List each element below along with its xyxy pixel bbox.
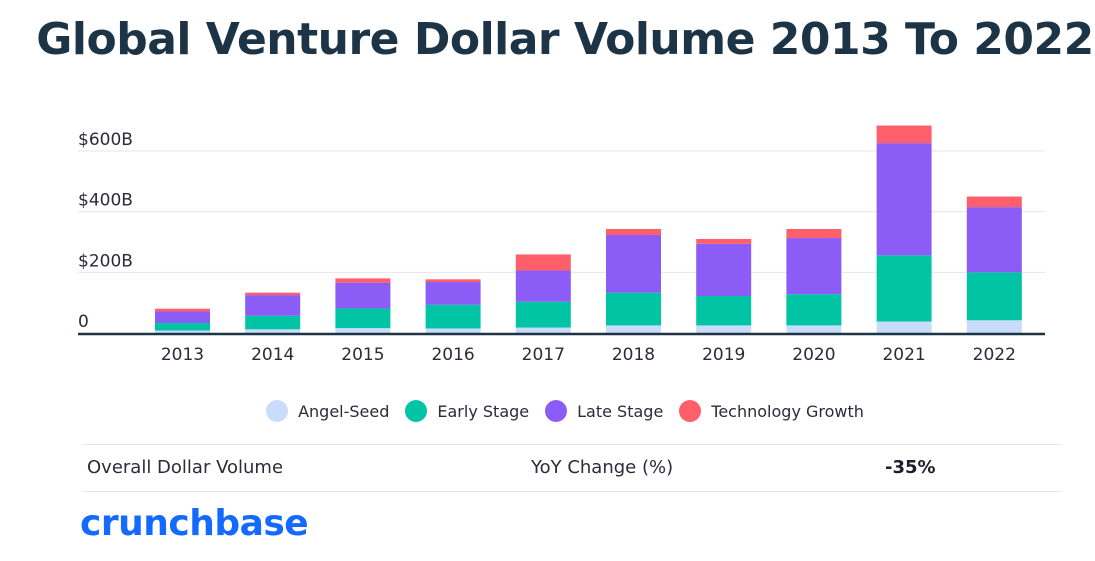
bar-2020-early-stage — [786, 294, 842, 326]
bar-2021-angel-seed — [876, 321, 932, 333]
legend-swatch-icon — [679, 400, 702, 422]
bar-2021-early-stage — [876, 255, 932, 322]
bar-2019-early-stage — [696, 295, 752, 326]
bar-2013-early-stage — [155, 322, 210, 331]
bar-2019-late-stage — [696, 243, 752, 296]
yoy-change-value: -35% — [885, 457, 936, 478]
bar-2013-angel-seed — [155, 330, 210, 333]
bar-2022-technology-growth — [966, 196, 1022, 208]
legend-item: Early Stage — [405, 400, 529, 422]
bar-2019-angel-seed — [696, 325, 752, 333]
crunchbase-logo[interactable]: crunchbase — [80, 503, 309, 544]
legend-label: Angel-Seed — [298, 401, 390, 421]
bar-2016-angel-seed — [425, 328, 481, 333]
bar-2016-late-stage — [425, 282, 481, 305]
bar-2017-angel-seed — [515, 327, 571, 333]
bar-2016-technology-growth — [425, 279, 481, 283]
legend-item: Technology Growth — [679, 400, 864, 422]
bar-2015-angel-seed — [335, 328, 391, 333]
bar-2015-late-stage — [335, 282, 391, 309]
yoy-change-label: YoY Change (%) — [531, 457, 674, 478]
legend-label: Early Stage — [437, 401, 530, 421]
x-tick-label: 2015 — [341, 345, 384, 365]
x-tick-label: 2017 — [522, 345, 565, 365]
chart-legend: Angel-Seed Early Stage Late Stage Technolog… — [0, 400, 1095, 422]
bar-2013-technology-growth — [155, 308, 210, 312]
stats-row: Overall Dollar Volume YoY Change (%) -35… — [83, 444, 1061, 492]
bar-2013-late-stage — [155, 311, 210, 323]
stacked-bar-chart: 0 $200B $400B $600B 2013 2014 2015 2016 2017 2018… — [78, 125, 1045, 365]
legend-swatch-icon — [266, 400, 289, 422]
legend-swatch-icon — [405, 400, 428, 422]
bar-2016-early-stage — [425, 304, 481, 329]
y-tick-label: $200B — [78, 251, 133, 271]
bar-2022-late-stage — [966, 207, 1022, 273]
bar-2014-late-stage — [245, 295, 301, 316]
y-tick-label: 0 — [78, 312, 89, 332]
bar-2014-technology-growth — [245, 292, 301, 296]
bar-2015-technology-growth — [335, 278, 391, 283]
legend-label: Technology Growth — [711, 401, 864, 421]
bar-2020-late-stage — [786, 238, 842, 295]
legend-label: Late Stage — [577, 401, 664, 421]
bar-2020-technology-growth — [786, 228, 842, 239]
bar-2019-technology-growth — [696, 238, 752, 244]
bar-2021-technology-growth — [876, 125, 932, 144]
bar-2018-angel-seed — [606, 325, 661, 333]
bar-2018-early-stage — [606, 292, 661, 326]
x-tick-label: 2019 — [702, 345, 745, 365]
bar-2020-angel-seed — [786, 325, 842, 333]
x-tick-label: 2016 — [431, 345, 474, 365]
y-tick-label: $600B — [78, 130, 133, 150]
bar-2022-early-stage — [966, 272, 1022, 321]
bar-2017-technology-growth — [515, 254, 571, 271]
bar-2022-angel-seed — [966, 320, 1022, 333]
bar-2015-early-stage — [335, 308, 391, 329]
bar-2017-late-stage — [515, 270, 571, 302]
x-tick-label: 2022 — [973, 345, 1016, 365]
legend-item: Angel-Seed — [266, 400, 389, 422]
bar-2021-late-stage — [876, 143, 932, 256]
legend-item: Late Stage — [545, 400, 663, 422]
x-tick-label: 2018 — [612, 345, 655, 365]
bar-2014-angel-seed — [245, 329, 301, 333]
x-tick-label: 2020 — [792, 345, 835, 365]
bar-2017-early-stage — [515, 301, 571, 328]
chart-title: Global Venture Dollar Volume 2013 To 202… — [36, 14, 1094, 65]
x-tick-label: 2021 — [882, 345, 925, 365]
overall-dollar-volume-label: Overall Dollar Volume — [87, 457, 284, 478]
bar-2018-technology-growth — [606, 228, 661, 236]
bar-2014-early-stage — [245, 315, 301, 330]
x-tick-label: 2014 — [251, 345, 294, 365]
legend-swatch-icon — [545, 400, 568, 422]
x-tick-label: 2013 — [161, 345, 204, 365]
bar-2018-late-stage — [606, 235, 661, 293]
y-tick-label: $400B — [78, 191, 133, 211]
